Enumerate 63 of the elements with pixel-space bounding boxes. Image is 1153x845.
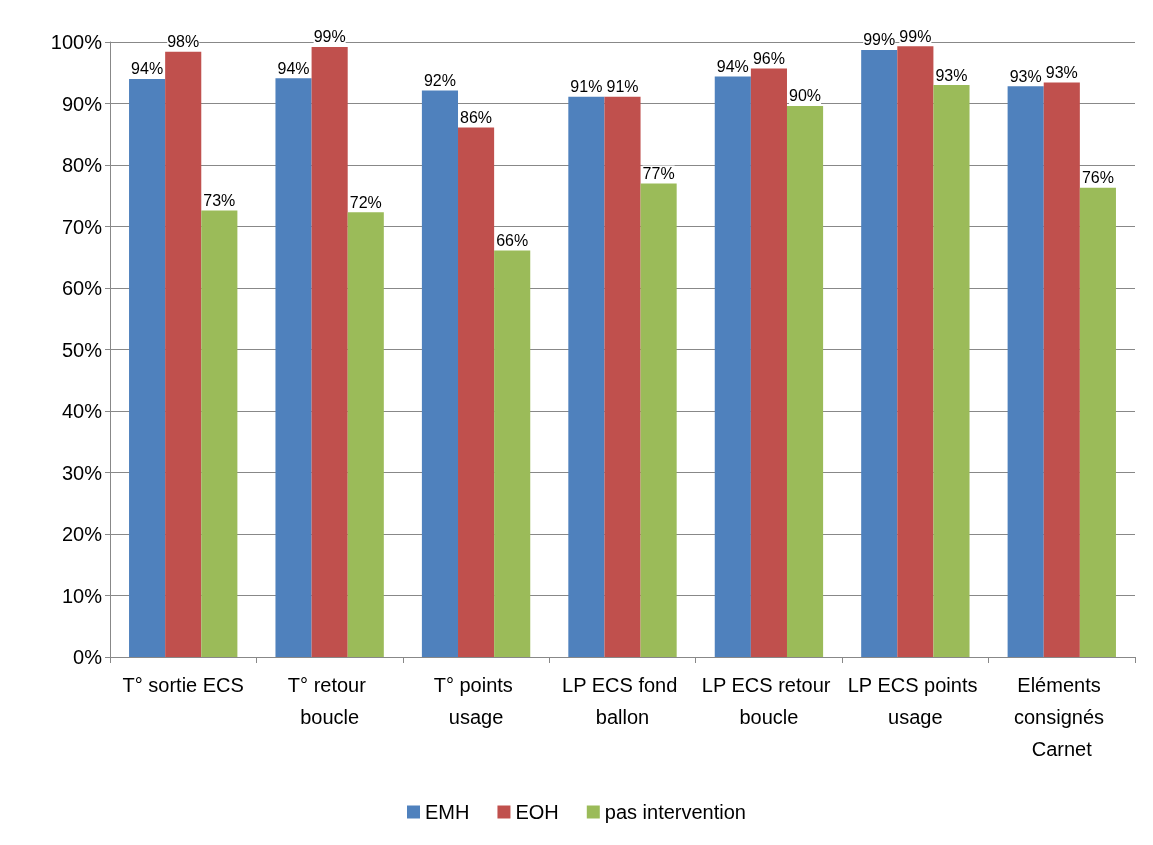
bar (347, 212, 384, 657)
bar (714, 76, 751, 657)
data-label: 66% (496, 231, 529, 249)
bar (933, 85, 970, 657)
x-tick-label: T° sortie ECS (122, 674, 244, 696)
data-label: 86% (460, 108, 493, 126)
data-label: 98% (167, 33, 200, 51)
data-label: 91% (606, 78, 639, 96)
bar (1007, 86, 1044, 657)
bar (861, 50, 898, 657)
bar (640, 183, 677, 657)
bar (201, 210, 238, 657)
y-tick-label: 20% (61, 523, 103, 545)
data-label: 90% (789, 87, 822, 105)
data-label: 77% (642, 164, 675, 182)
y-tick-label: 80% (61, 154, 103, 176)
bar (604, 96, 641, 657)
y-tick-label: 50% (61, 338, 103, 361)
data-label: 72% (349, 193, 382, 211)
data-label: 99% (899, 27, 932, 45)
bar (421, 90, 459, 657)
y-tick-label: 100% (50, 31, 103, 53)
data-label: 93% (1009, 67, 1042, 85)
x-tick-label: LP ECS retour boucle (701, 674, 836, 728)
data-label: 73% (203, 192, 236, 210)
data-label: 96% (752, 49, 785, 67)
bar (1043, 82, 1080, 657)
data-label: 76% (1081, 169, 1114, 187)
x-tick-label: Eléments consignés Carnet (1013, 674, 1110, 760)
y-tick-label: 30% (61, 461, 103, 484)
bar (786, 105, 824, 657)
data-label: 94% (716, 57, 749, 75)
x-tick-label: T° retour boucle (287, 674, 372, 728)
data-label: 93% (935, 66, 968, 84)
bar (275, 78, 312, 657)
y-tick-label: 40% (61, 400, 103, 422)
data-label: 94% (131, 60, 164, 78)
x-tick-label: LP ECS points usage (847, 674, 983, 728)
legend-label: EMH (425, 801, 470, 823)
bar (897, 46, 934, 657)
data-label: 99% (313, 28, 346, 46)
bar (458, 127, 495, 657)
bar (129, 78, 166, 657)
data-label: 94% (277, 59, 310, 77)
y-tick-label: 60% (61, 277, 103, 299)
bar (311, 46, 348, 657)
legend-label: EOH (515, 801, 559, 823)
data-label: 91% (570, 78, 603, 96)
data-label: 93% (1045, 64, 1078, 82)
data-label: 92% (423, 72, 456, 90)
legend-label: pas intervention (604, 801, 746, 823)
bar (750, 68, 787, 657)
y-tick-label: 90% (61, 92, 103, 115)
y-tick-label: 0% (73, 646, 103, 668)
bar (1079, 187, 1116, 657)
bar (494, 250, 531, 657)
bar (165, 51, 202, 657)
bar (568, 96, 605, 657)
x-tick-label: T° points usage (433, 674, 519, 728)
x-tick-label: LP ECS fond ballon (562, 674, 683, 728)
data-label: 99% (863, 31, 896, 49)
y-tick-label: 10% (61, 584, 103, 607)
y-tick-label: 70% (61, 215, 103, 238)
